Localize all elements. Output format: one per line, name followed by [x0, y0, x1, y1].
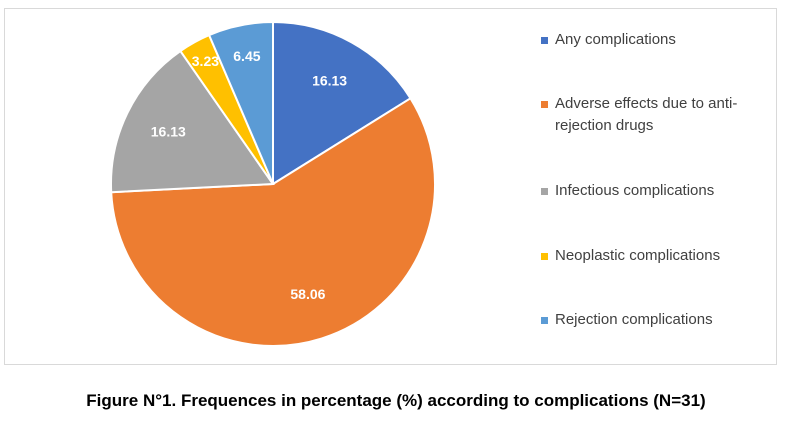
pie-slice: [110, 49, 275, 194]
legend-label: Any complications: [555, 31, 676, 48]
legend-label: Infectious complications: [555, 182, 715, 199]
legend-swatch: [541, 317, 548, 324]
legend-item-any-complications: Any complications: [541, 31, 771, 51]
data-label: 58.06: [290, 286, 325, 302]
legend-item-infectious: Infectious complications: [541, 182, 771, 202]
legend-item-neoplastic: Neoplastic complications: [541, 247, 771, 267]
pie-slice: [110, 96, 436, 347]
legend-label: Neoplastic complications: [555, 247, 721, 264]
chart-area: 16.13 58.06 16.13 3.23 6.45 Any complication…: [4, 8, 777, 365]
data-label: 6.45: [233, 48, 260, 64]
legend-swatch: [541, 188, 548, 195]
legend-swatch: [541, 253, 548, 260]
legend-swatch: [541, 37, 548, 44]
figure-caption: Figure N°1. Frequences in percentage (%)…: [86, 391, 706, 410]
data-label: 3.23: [192, 53, 219, 69]
legend-item-rejection: Rejection complications: [541, 311, 771, 331]
legend-item-adverse-effects: Adverse effects due to anti-rejection dr…: [541, 95, 771, 137]
pie-slice: [207, 20, 274, 185]
data-label: 16.13: [151, 123, 186, 139]
legend-swatch: [541, 101, 548, 108]
legend-label: Adverse effects due to anti-rejection dr…: [555, 95, 738, 134]
pie-slice: [272, 20, 412, 186]
pie-chart: 16.13 58.06 16.13 3.23 6.45: [110, 20, 436, 347]
legend-label: Rejection complications: [555, 311, 713, 328]
data-label: 16.13: [312, 73, 347, 89]
